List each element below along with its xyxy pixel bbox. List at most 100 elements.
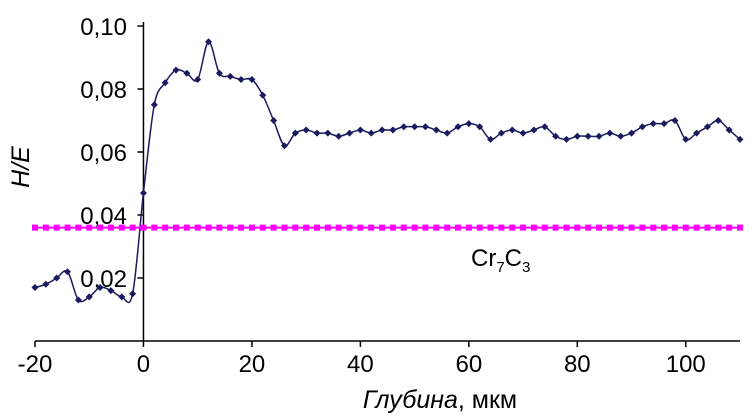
- x-axis-title-italic: Глубина: [363, 386, 458, 414]
- data-point-1: [238, 224, 245, 231]
- data-point-1: [541, 224, 548, 231]
- data-point-1: [248, 224, 255, 231]
- data-point-0: [53, 274, 61, 282]
- data-point-1: [292, 224, 299, 231]
- data-point-0: [118, 293, 126, 301]
- data-point-0: [85, 293, 93, 301]
- data-point-1: [628, 224, 635, 231]
- data-point-0: [573, 132, 581, 140]
- data-point-0: [356, 126, 364, 134]
- data-point-1: [552, 224, 559, 231]
- data-point-0: [215, 69, 223, 77]
- data-point-1: [118, 224, 125, 231]
- data-point-0: [226, 72, 234, 80]
- data-point-1: [32, 224, 38, 231]
- annotation-sub-1: 7: [496, 259, 504, 276]
- data-point-0: [454, 123, 462, 131]
- y-tick-label: 0,08: [80, 77, 127, 104]
- data-point-0: [736, 135, 744, 143]
- data-point-1: [444, 224, 451, 231]
- data-point-1: [596, 224, 602, 231]
- x-tick-label: 0: [137, 351, 150, 378]
- data-point-0: [248, 76, 256, 84]
- data-point-0: [660, 120, 668, 128]
- y-tick-label: 0,10: [80, 14, 127, 41]
- data-point-0: [96, 283, 104, 291]
- data-point-1: [389, 224, 396, 231]
- series-line-0: [34, 40, 741, 304]
- data-point-1: [129, 224, 136, 231]
- data-point-0: [617, 132, 625, 140]
- data-point-1: [509, 224, 516, 231]
- x-tick-label: 20: [239, 351, 266, 378]
- data-point-0: [42, 280, 50, 288]
- data-point-0: [693, 129, 701, 137]
- data-point-0: [519, 129, 527, 137]
- data-point-1: [205, 224, 212, 231]
- y-tick-label: 0,06: [80, 140, 127, 167]
- data-point-1: [617, 224, 624, 231]
- data-point-1: [400, 224, 407, 231]
- data-point-0: [530, 126, 538, 134]
- data-point-0: [725, 126, 733, 134]
- data-point-0: [497, 129, 505, 137]
- data-point-1: [661, 224, 668, 231]
- data-point-0: [150, 101, 158, 109]
- data-point-0: [682, 135, 690, 143]
- data-point-0: [703, 123, 711, 131]
- data-point-1: [465, 224, 472, 231]
- y-axis-title: H/E: [7, 146, 35, 188]
- data-point-1: [53, 224, 60, 231]
- data-point-1: [75, 224, 82, 231]
- data-point-0: [671, 117, 679, 124]
- data-point-1: [476, 224, 483, 231]
- data-point-1: [368, 224, 375, 231]
- data-point-1: [162, 224, 169, 231]
- data-point-0: [259, 91, 267, 99]
- data-point-0: [280, 142, 288, 150]
- data-point-0: [400, 123, 408, 131]
- data-point-1: [606, 224, 613, 231]
- data-point-1: [314, 224, 320, 231]
- data-point-0: [595, 132, 603, 140]
- x-tick-label: 40: [347, 351, 374, 378]
- data-point-0: [638, 123, 646, 131]
- data-point-0: [411, 123, 419, 131]
- data-point-0: [205, 38, 213, 46]
- data-point-1: [455, 224, 461, 231]
- data-point-1: [498, 224, 505, 231]
- data-point-1: [357, 224, 364, 231]
- data-point-0: [487, 135, 495, 143]
- data-point-1: [324, 224, 331, 231]
- data-point-0: [64, 268, 72, 276]
- data-point-1: [422, 224, 429, 231]
- data-point-0: [31, 283, 39, 291]
- data-point-0: [346, 129, 354, 137]
- data-point-0: [313, 129, 321, 137]
- data-point-1: [216, 224, 223, 231]
- data-point-0: [183, 69, 191, 77]
- annotation-mid: C: [505, 245, 522, 272]
- data-point-0: [107, 287, 115, 295]
- data-point-0: [270, 117, 278, 124]
- annotation-sub-2: 3: [522, 259, 530, 276]
- data-point-1: [682, 224, 689, 231]
- data-point-1: [433, 224, 440, 231]
- data-point-1: [520, 224, 527, 231]
- data-point-1: [379, 224, 386, 231]
- data-point-1: [303, 224, 310, 231]
- data-point-1: [585, 224, 592, 231]
- data-point-0: [552, 132, 560, 140]
- data-point-0: [606, 129, 614, 137]
- data-point-0: [367, 129, 375, 137]
- data-point-1: [42, 224, 49, 231]
- data-point-1: [726, 224, 733, 231]
- y-tick-label: 0,02: [80, 266, 127, 293]
- series-annotation: Cr7C3: [471, 245, 530, 276]
- data-point-1: [704, 224, 711, 231]
- x-tick-label: 60: [455, 351, 482, 378]
- data-point-0: [465, 120, 473, 128]
- data-point-0: [194, 76, 202, 84]
- data-point-1: [335, 224, 342, 231]
